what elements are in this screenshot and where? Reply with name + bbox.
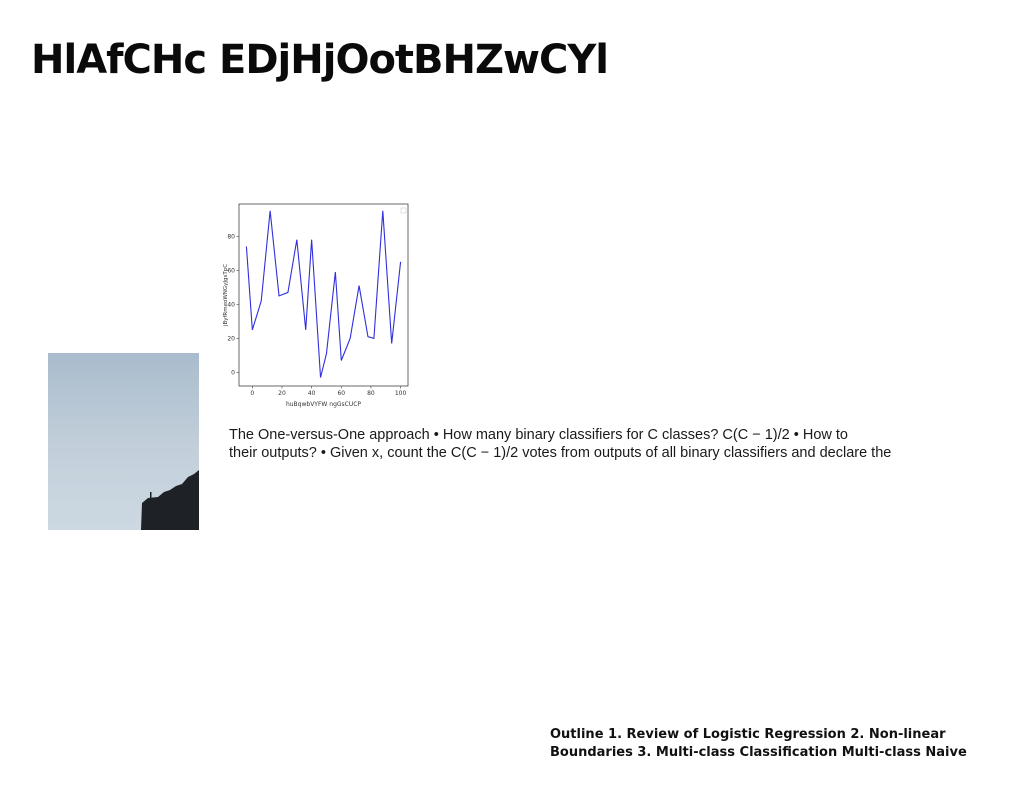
footer-text-line-1: Outline 1. Review of Logistic Regression… bbox=[550, 727, 946, 742]
chart-y-tick-label: 20 bbox=[227, 335, 235, 342]
chart-x-tick-label: 80 bbox=[367, 390, 375, 397]
chart-y-tick-label: 0 bbox=[231, 369, 235, 376]
chart-y-axis-label: jByfRmeoWNGyJgsTpC bbox=[223, 264, 229, 327]
chart-y-tick-label: 40 bbox=[227, 301, 235, 308]
footer-text: Outline 1. Review of Logistic Regression… bbox=[550, 726, 1020, 762]
footer-text-line-2: Boundaries 3. Multi-class Classification… bbox=[550, 745, 967, 760]
chart-x-tick-label: 20 bbox=[278, 390, 286, 397]
photo-figure bbox=[150, 492, 152, 499]
chart-y-tick-label: 80 bbox=[227, 233, 235, 240]
cliff-photo bbox=[48, 353, 199, 530]
chart-x-tick-label: 100 bbox=[395, 390, 407, 397]
chart-x-tick-label: 60 bbox=[337, 390, 345, 397]
body-text: The One-versus-One approach • How many b… bbox=[229, 426, 979, 462]
chart-legend-box bbox=[400, 207, 407, 214]
chart-plot-frame bbox=[238, 203, 409, 387]
chart-x-axis-label: huBqwbVYFW ngGsCUCP bbox=[286, 401, 361, 408]
slide-title: HlAfCHc EDjHjOotBHZwCYl bbox=[31, 37, 609, 83]
chart-x-tick-label: 0 bbox=[250, 390, 254, 397]
body-text-line-2: their outputs? • Given x, count the C(C … bbox=[229, 445, 892, 461]
photo-cliff bbox=[141, 470, 199, 530]
chart-series-line bbox=[245, 210, 402, 378]
chart-x-tick-label: 40 bbox=[308, 390, 316, 397]
line-chart: 0 20 40 60 80 100 0 20 40 60 80 huBqwbVYFW ngGsCU… bbox=[223, 203, 409, 408]
chart-y-tick-label: 60 bbox=[227, 267, 235, 274]
body-text-line-1: The One-versus-One approach • How many b… bbox=[229, 427, 848, 443]
